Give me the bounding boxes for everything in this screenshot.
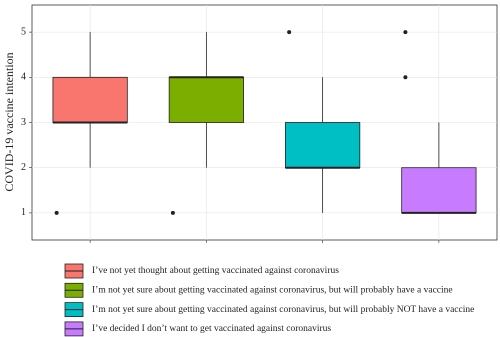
box: [401, 167, 477, 214]
outlier: [403, 75, 408, 80]
y-tick-label: 3: [21, 117, 26, 128]
y-axis-label: COVID-19 vaccine intention: [2, 52, 16, 191]
y-tick-label: 4: [21, 72, 26, 83]
outlier: [54, 210, 59, 215]
box: [285, 122, 361, 169]
outlier: [287, 30, 292, 35]
y-tick-label: 1: [21, 207, 26, 218]
outlier: [403, 30, 408, 35]
box: [168, 76, 244, 123]
box: [52, 76, 128, 123]
y-tick-label: 2: [21, 162, 26, 173]
legend-label: I’ve decided I don’t want to get vaccina…: [92, 324, 331, 334]
outlier: [170, 210, 175, 215]
legend-label: I’m not yet sure about getting vaccinate…: [92, 285, 453, 295]
y-tick-label: 5: [21, 26, 26, 37]
legend-label: I’m not yet sure about getting vaccinate…: [92, 305, 474, 315]
legend-label: I’ve not yet thought about getting vacci…: [92, 266, 339, 276]
